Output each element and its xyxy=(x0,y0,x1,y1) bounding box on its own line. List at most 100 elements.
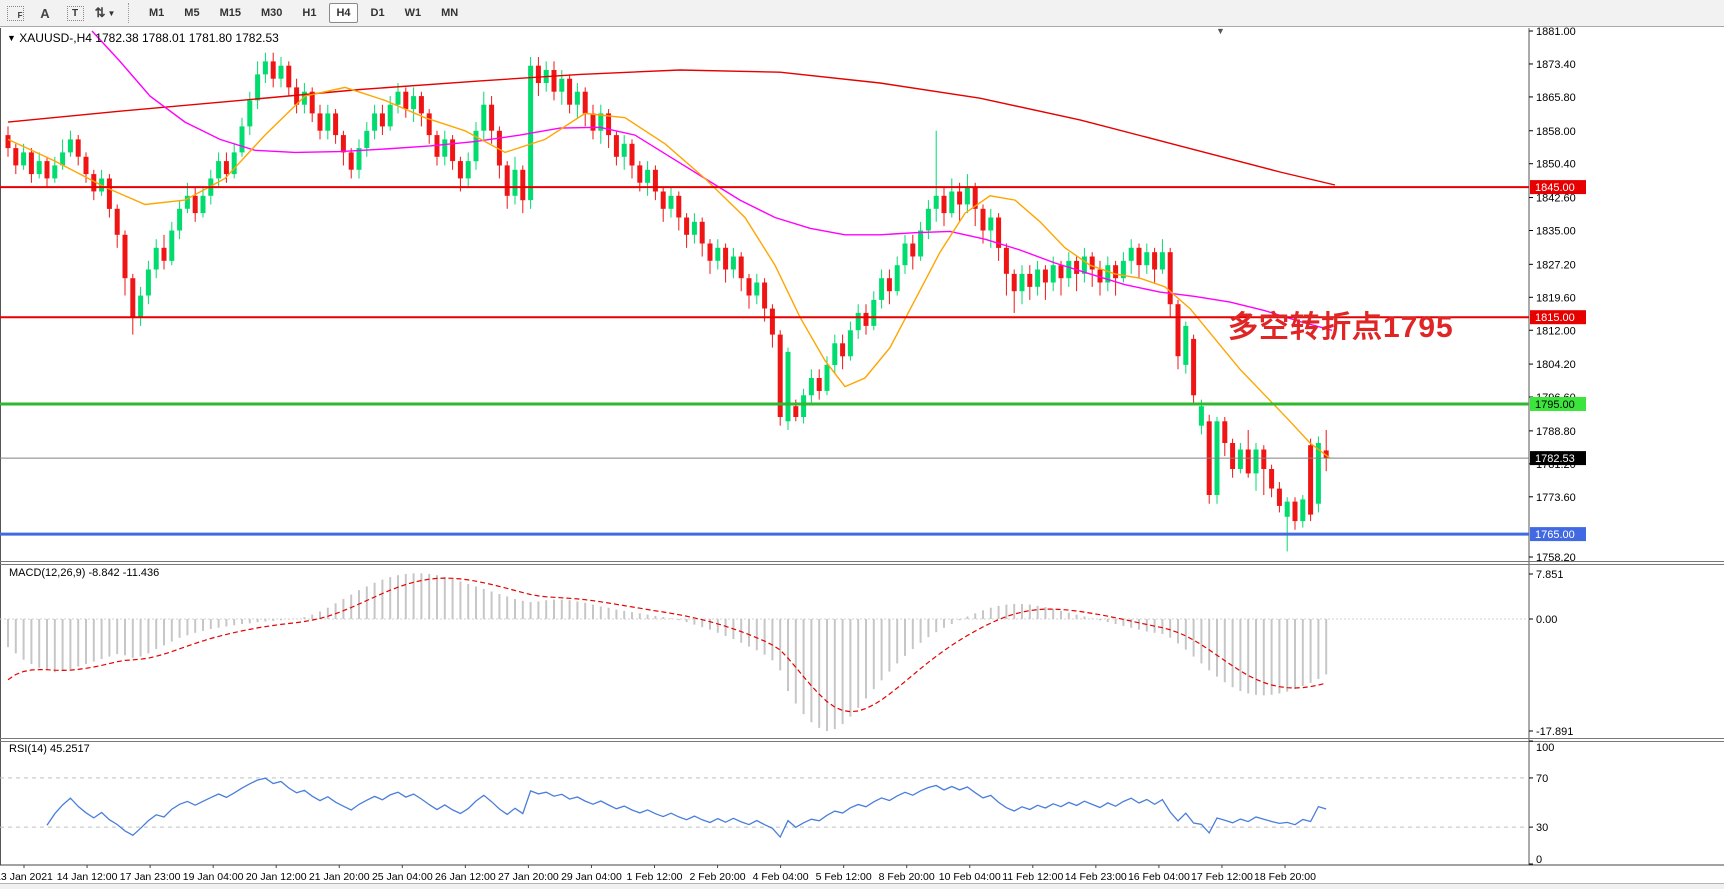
candle xyxy=(1245,449,1251,474)
candle xyxy=(1308,445,1314,515)
timeframe-button-m30[interactable]: M30 xyxy=(260,7,283,19)
macd-indicator-label: MACD(12,26,9) -8.842 -11.436 xyxy=(9,567,160,579)
chart-window-icon[interactable]: F xyxy=(2,2,28,24)
candle xyxy=(1019,273,1025,292)
candle xyxy=(1191,338,1197,396)
candle xyxy=(286,65,292,88)
svg-text:1835.00: 1835.00 xyxy=(1536,226,1576,238)
candle xyxy=(223,161,229,175)
candle xyxy=(1159,252,1165,270)
text-label-icon[interactable]: T xyxy=(62,2,88,24)
candle xyxy=(1113,265,1119,279)
font-icon[interactable]: A xyxy=(40,5,50,21)
candle xyxy=(1144,252,1150,266)
svg-text:-17.891: -17.891 xyxy=(1536,726,1573,738)
candle xyxy=(723,247,729,270)
candle xyxy=(75,139,81,157)
candle xyxy=(1089,256,1095,270)
svg-text:0: 0 xyxy=(1536,854,1542,866)
candle xyxy=(582,91,588,114)
svg-text:1795.00: 1795.00 xyxy=(1535,399,1575,411)
candle xyxy=(933,195,939,209)
svg-text:19 Jan 04:00: 19 Jan 04:00 xyxy=(183,871,244,883)
candle xyxy=(574,91,580,105)
candle xyxy=(1097,269,1103,283)
status-bar xyxy=(0,883,1724,889)
candle xyxy=(1175,304,1181,357)
dropdown-caret-icon[interactable]: ▼ xyxy=(107,8,116,18)
candle xyxy=(762,282,768,309)
timeframe-button-h1[interactable]: H1 xyxy=(302,7,317,19)
candle xyxy=(200,195,206,214)
svg-text:100: 100 xyxy=(1536,742,1554,754)
chart-shift-marker-icon[interactable]: ▼ xyxy=(1216,26,1225,36)
svg-text:2 Feb 20:00: 2 Feb 20:00 xyxy=(690,871,746,883)
svg-text:26 Jan 12:00: 26 Jan 12:00 xyxy=(435,871,496,883)
candle xyxy=(504,165,510,196)
candle xyxy=(847,330,853,357)
svg-text:8 Feb 20:00: 8 Feb 20:00 xyxy=(879,871,935,883)
timeframe-button-h4[interactable]: H4 xyxy=(329,3,358,23)
candle xyxy=(785,351,791,422)
candle xyxy=(52,165,58,179)
candle xyxy=(730,256,736,270)
chart-canvas[interactable]: 1881.00 1873.40 1865.80 1858.00 1850.40 1842.… xyxy=(0,27,1724,889)
candle xyxy=(247,100,253,127)
timeframe-button-mn[interactable]: MN xyxy=(441,7,459,19)
candle xyxy=(613,135,619,157)
candle xyxy=(808,378,814,396)
candle xyxy=(1003,247,1009,274)
timeframe-button-m15[interactable]: M15 xyxy=(219,7,241,19)
candle xyxy=(1253,449,1259,474)
candle xyxy=(114,208,120,235)
timeframe-button-d1[interactable]: D1 xyxy=(370,7,385,19)
timeframe-button-w1[interactable]: W1 xyxy=(404,7,422,19)
candle xyxy=(715,247,721,261)
candle xyxy=(145,269,151,296)
candle xyxy=(1237,449,1243,469)
candle xyxy=(1035,269,1041,287)
candle xyxy=(535,65,541,83)
candle xyxy=(879,278,885,300)
candle xyxy=(699,221,705,244)
candle xyxy=(1222,421,1228,443)
cursor-mode-icon[interactable]: ⇅ ▼ xyxy=(94,5,116,20)
candle xyxy=(294,87,300,105)
candle xyxy=(1136,247,1142,266)
svg-text:17 Jan 23:00: 17 Jan 23:00 xyxy=(120,871,181,883)
svg-text:1 Feb 12:00: 1 Feb 12:00 xyxy=(626,871,682,883)
candle xyxy=(988,217,994,231)
candle xyxy=(894,265,900,292)
toolbar-timeframes: M1 M5 M15 M30 H1 H4 D1 W1 MN xyxy=(139,3,468,23)
symbol-collapse-icon[interactable]: ▼ xyxy=(7,33,16,43)
candle xyxy=(590,113,596,131)
candle xyxy=(379,113,385,127)
candle xyxy=(1066,260,1072,279)
timeframe-button-m1[interactable]: M1 xyxy=(149,7,165,19)
candle xyxy=(559,78,565,92)
candle xyxy=(5,135,11,149)
candle xyxy=(411,96,417,110)
svg-text:1812.00: 1812.00 xyxy=(1536,325,1576,337)
timeframe-button-m5[interactable]: M5 xyxy=(184,7,200,19)
svg-text:18 Feb 20:00: 18 Feb 20:00 xyxy=(1254,871,1316,883)
candle xyxy=(1300,499,1306,522)
candle xyxy=(902,243,908,266)
svg-text:1842.60: 1842.60 xyxy=(1536,193,1576,205)
candle xyxy=(1323,450,1329,459)
svg-text:1773.60: 1773.60 xyxy=(1536,492,1576,504)
candle xyxy=(301,91,307,105)
candle xyxy=(738,256,744,279)
candle xyxy=(1128,247,1134,261)
symbol-info[interactable]: ▼ XAUUSD-,H4 1782.38 1788.01 1781.80 178… xyxy=(7,31,279,45)
candle xyxy=(1081,256,1087,274)
candle xyxy=(691,221,697,235)
svg-text:5 Feb 12:00: 5 Feb 12:00 xyxy=(816,871,872,883)
candle xyxy=(489,104,495,131)
candle xyxy=(317,113,323,131)
candle xyxy=(348,152,354,170)
candle xyxy=(309,91,315,114)
candle xyxy=(1183,325,1189,365)
candle xyxy=(1261,449,1267,469)
candle xyxy=(138,295,144,318)
